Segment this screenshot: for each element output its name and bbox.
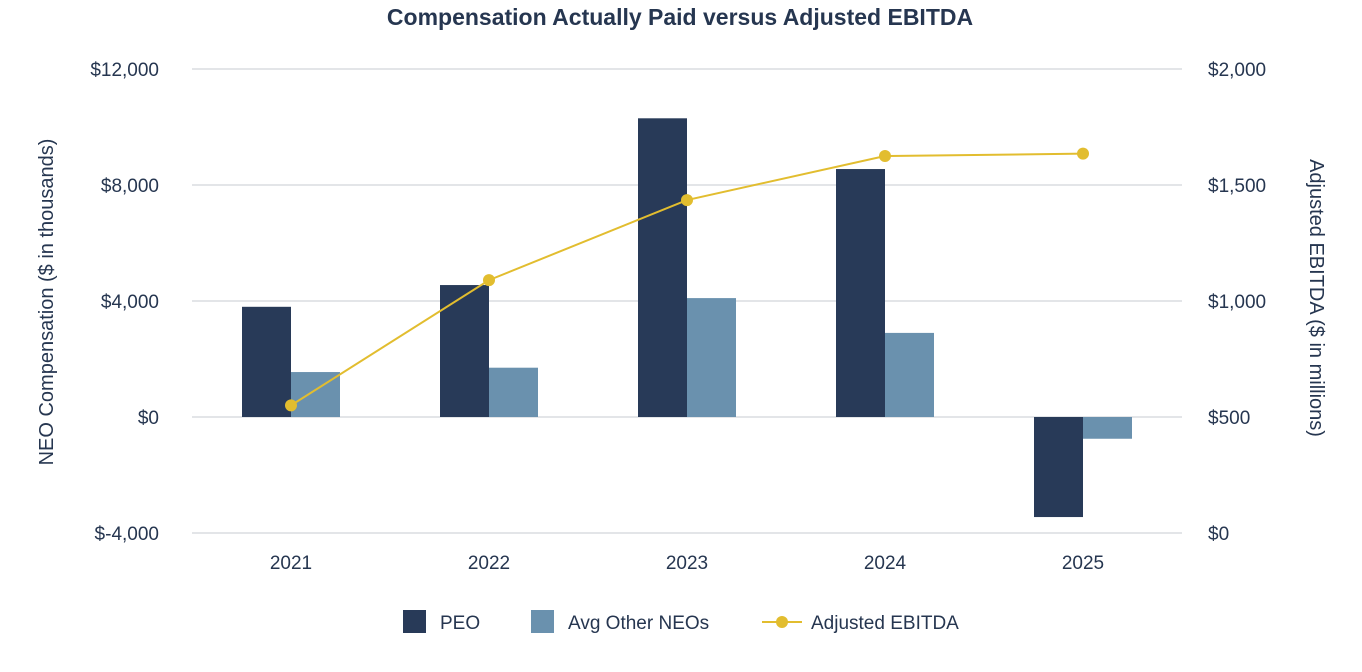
ebitda-point [879, 150, 891, 162]
y-left-tick-label: $4,000 [101, 292, 159, 313]
y-right-tick-label: $2,000 [1208, 60, 1266, 81]
legend-swatch-peo [403, 610, 426, 633]
y-left-tick-label: $8,000 [101, 176, 159, 197]
ebitda-point [285, 399, 297, 412]
bar-peo [440, 285, 489, 417]
y-right-tick-label: $500 [1208, 408, 1250, 429]
bar-avg-other-neos [489, 367, 538, 417]
ebitda-point [681, 194, 693, 207]
legend-label-adjusted-ebitda: Adjusted EBITDA [811, 613, 959, 634]
y-left-tick-label: $0 [138, 408, 159, 429]
bar-peo [638, 118, 687, 418]
y-right-tick-label: $1,000 [1208, 292, 1266, 313]
bar-peo [242, 306, 291, 417]
x-tick-label: 2021 [270, 553, 312, 574]
y-left-tick-label: $-4,000 [95, 524, 159, 545]
ebitda-point [1077, 147, 1089, 160]
bar-avg-other-neos [1083, 417, 1132, 439]
x-tick-label: 2023 [666, 553, 708, 574]
legend-label-peo: PEO [440, 613, 480, 634]
legend-label-avg-other-neos: Avg Other NEOs [568, 613, 709, 634]
bar-peo [836, 169, 885, 417]
y-axis-right-label: Adjusted EBITDA ($ in millions) [1305, 159, 1327, 437]
x-tick-label: 2025 [1062, 553, 1104, 574]
legend-swatch-avg-other-neos [531, 610, 554, 633]
y-left-tick-label: $12,000 [90, 60, 159, 81]
y-right-tick-label: $1,500 [1208, 176, 1266, 197]
legend-marker-adjusted-ebitda [776, 616, 788, 628]
bar-avg-other-neos [885, 332, 934, 417]
ebitda-line [285, 147, 1089, 412]
chart-title: Compensation Actually Paid versus Adjust… [387, 4, 973, 30]
tick-labels: $-4,000 $0 $4,000 $8,000 $12,000 $0 $500 $1,000… [90, 60, 1266, 574]
x-tick-label: 2022 [468, 553, 510, 574]
y-axis-left-label: NEO Compensation ($ in thousands) [36, 139, 58, 466]
x-tick-label: 2024 [864, 553, 907, 574]
bar-avg-other-neos [687, 298, 736, 417]
ebitda-point [483, 274, 495, 287]
y-right-tick-label: $0 [1208, 524, 1229, 545]
legend: PEO Avg Other NEOs Adjusted EBITDA [403, 610, 959, 634]
bars [242, 118, 1132, 518]
bar-peo [1034, 417, 1083, 518]
